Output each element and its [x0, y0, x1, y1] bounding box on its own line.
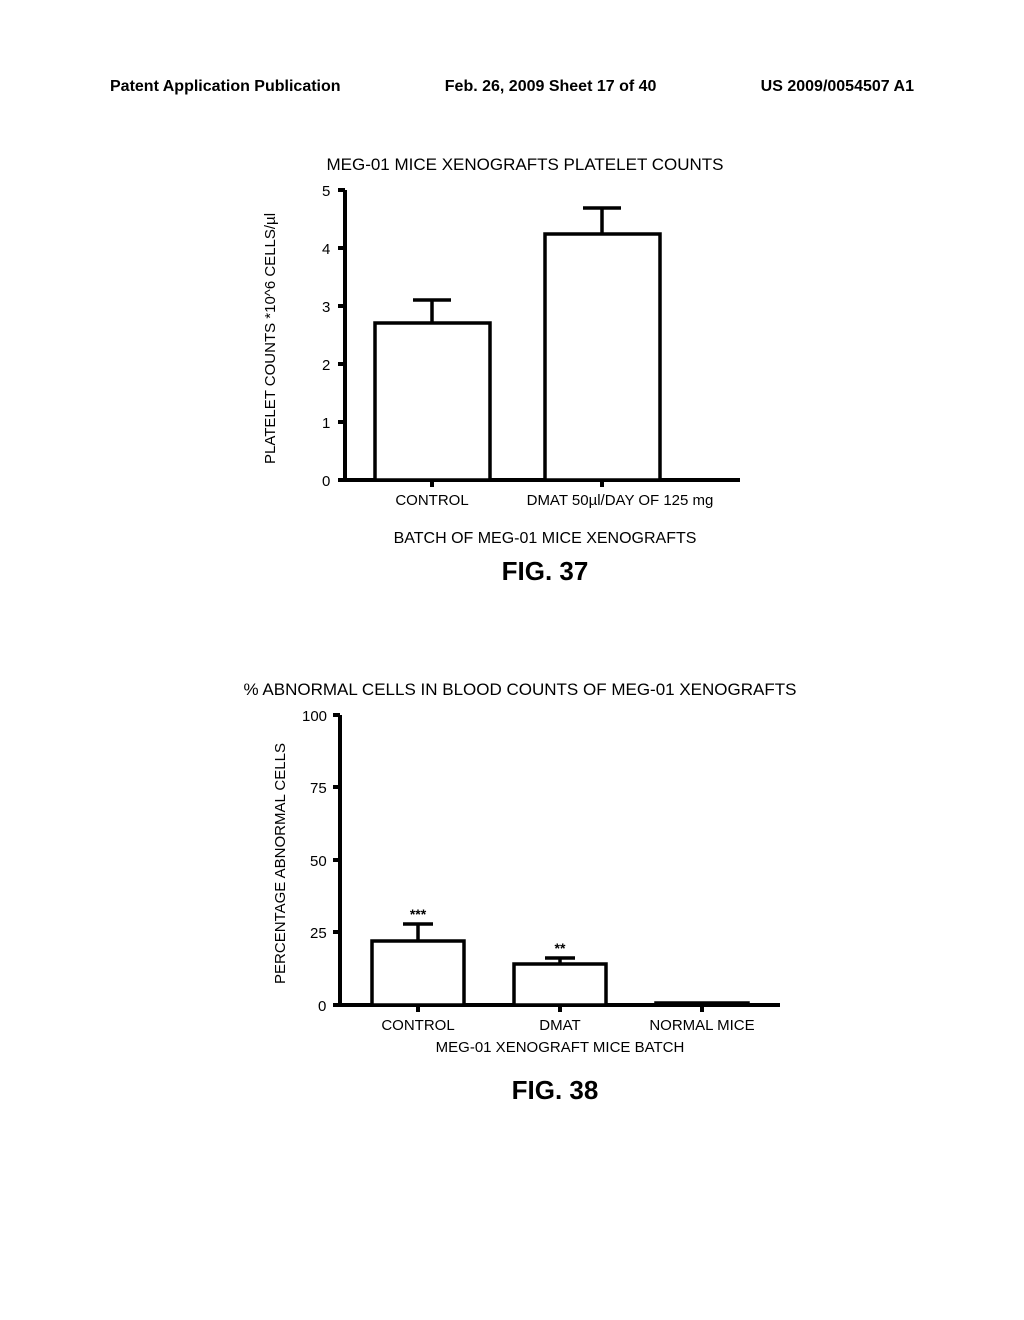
ytick-4: 4: [322, 241, 330, 258]
chart2-sig-0: ***: [410, 906, 427, 922]
ytick-3: 3: [322, 299, 330, 316]
chart2-title: % ABNORMAL CELLS IN BLOOD COUNTS OF MEG-…: [220, 680, 820, 700]
chart2-y-label: PERCENTAGE ABNORMAL CELLS: [272, 743, 289, 984]
chart1-yticks: 0 1 2 3 4 5: [322, 183, 345, 490]
header-left: Patent Application Publication: [110, 78, 341, 96]
chart2-xcat-0: CONTROL: [381, 1017, 454, 1034]
chart1-xcat-1: DMAT 50µl/DAY OF 125 mg: [527, 492, 714, 509]
ytick2-50: 50: [310, 853, 327, 870]
chart2-xcat-2: NORMAL MICE: [649, 1017, 754, 1034]
chart2-bar-dmat: [514, 964, 606, 1005]
ytick-2: 2: [322, 357, 330, 374]
chart2-sig-1: **: [555, 940, 566, 956]
ytick-5: 5: [322, 183, 330, 200]
chart2-svg: 0 25 50 75 100 *** ** CONTROL: [290, 705, 830, 1055]
chart2-bar-control: [372, 941, 464, 1005]
chart2-yticks: 0 25 50 75 100: [302, 708, 340, 1015]
ytick-1: 1: [322, 415, 330, 432]
chart2-fig-label: FIG. 38: [290, 1075, 820, 1106]
ytick2-100: 100: [302, 708, 327, 725]
chart1-y-label: PLATELET COUNTS *10^6 CELLS/µl: [262, 213, 279, 464]
chart1-svg: 0 1 2 3 4 5 CONTROL DMAT 50µl/DAY OF 125…: [300, 180, 770, 520]
chart-fig38: % ABNORMAL CELLS IN BLOOD COUNTS OF MEG-…: [220, 680, 820, 1106]
chart2-xcat-1: DMAT: [539, 1017, 580, 1034]
ytick-0: 0: [322, 473, 330, 490]
page-header: Patent Application Publication Feb. 26, …: [0, 78, 1024, 96]
chart1-fig-label: FIG. 37: [300, 556, 790, 587]
chart1-bar-control: [375, 323, 490, 480]
header-center: Feb. 26, 2009 Sheet 17 of 40: [445, 78, 657, 96]
ytick2-75: 75: [310, 780, 327, 797]
header-right: US 2009/0054507 A1: [761, 78, 914, 96]
ytick2-25: 25: [310, 925, 327, 942]
chart1-title: MEG-01 MICE XENOGRAFTS PLATELET COUNTS: [260, 155, 790, 175]
chart1-xcat-0: CONTROL: [395, 492, 468, 509]
ytick2-0: 0: [318, 998, 326, 1015]
chart1-bar-dmat: [545, 234, 660, 480]
chart-fig37: MEG-01 MICE XENOGRAFTS PLATELET COUNTS P…: [260, 155, 790, 587]
chart2-bar-normal: [656, 1003, 748, 1005]
chart2-x-label: MEG-01 XENOGRAFT MICE BATCH: [436, 1039, 685, 1055]
chart1-x-label: BATCH OF MEG-01 MICE XENOGRAFTS: [300, 530, 790, 548]
